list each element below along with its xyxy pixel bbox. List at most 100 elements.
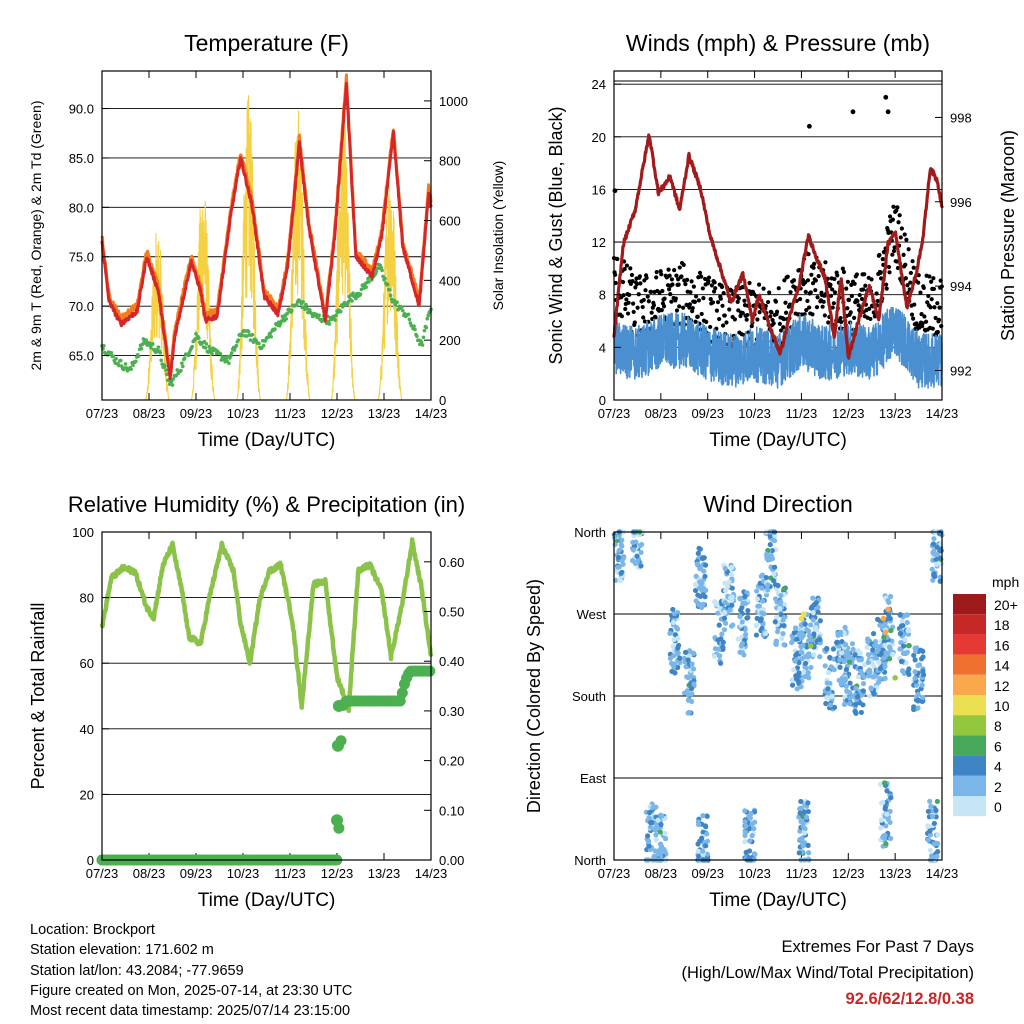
direction-point (781, 614, 787, 620)
direction-point (700, 813, 706, 819)
legend-label: 14 (994, 658, 1010, 674)
y-right-tick-label: 0.40 (439, 654, 464, 669)
direction-point (699, 580, 705, 586)
direction-point (853, 685, 859, 692)
direction-point (691, 681, 697, 687)
y-tick-label: 40 (80, 722, 94, 737)
gust-point (830, 287, 835, 292)
gust-point (878, 270, 883, 275)
gust-point (908, 270, 913, 276)
direction-point (726, 579, 732, 585)
direction-point (749, 833, 755, 839)
direction-point (790, 667, 797, 673)
direction-point (798, 622, 805, 628)
gust-point (857, 292, 862, 298)
gust-point (627, 292, 632, 297)
direction-point (902, 637, 908, 643)
gust-peak-point (883, 94, 889, 100)
gust-point (654, 270, 659, 275)
gust-point (629, 272, 635, 278)
x-tick-label: 12/23 (321, 406, 354, 421)
gust-point (661, 304, 667, 309)
direction-point (648, 820, 654, 826)
direction-point (792, 658, 798, 664)
x-tick-label: 13/23 (879, 406, 912, 421)
dewpoint-point (388, 293, 393, 298)
x-tick-label: 12/23 (832, 406, 865, 421)
gust-point (922, 314, 927, 319)
x-tick-label: 09/23 (691, 866, 724, 881)
gust-point (886, 264, 892, 270)
direction-point (931, 536, 937, 542)
dewpoint-point (307, 308, 312, 312)
direction-point (774, 614, 780, 621)
direction-point (718, 660, 724, 666)
dewpoint-point (359, 287, 364, 292)
x-tick-label: 09/23 (691, 406, 724, 421)
direction-point (741, 652, 747, 658)
gust-point (830, 305, 835, 310)
direction-point (865, 668, 871, 675)
gust-point (868, 316, 873, 322)
direction-point (859, 671, 865, 677)
gust-point (706, 275, 712, 280)
gust-point (615, 256, 620, 262)
direction-point (775, 629, 781, 635)
dewpoint-point (358, 292, 363, 296)
direction-point (798, 649, 804, 655)
direction-point (694, 561, 700, 567)
direction-point (669, 668, 675, 675)
direction-point (715, 610, 721, 616)
gust-point (757, 310, 762, 315)
dewpoint-point (164, 368, 168, 372)
gust-point (755, 317, 760, 322)
gust-point (822, 313, 827, 318)
direction-point (844, 688, 850, 694)
direction-point (703, 562, 709, 568)
x-tick-label: 08/23 (645, 866, 678, 881)
gust-point (863, 283, 868, 288)
gust-point (877, 252, 882, 258)
direction-point (685, 697, 692, 703)
direction-point (854, 694, 861, 700)
station-elevation: Station elevation: 171.602 m (30, 942, 214, 959)
dewpoint-point (251, 340, 256, 344)
dewpoint-point (119, 358, 123, 363)
gust-point (874, 291, 879, 296)
x-tick-label: 11/23 (786, 866, 818, 881)
gust-point (845, 306, 850, 311)
extremes-box: Extremes For Past 7 Days (High/Low/Max W… (681, 934, 974, 1012)
direction-point (841, 701, 848, 708)
direction-point (800, 642, 806, 648)
direction-point (801, 669, 807, 675)
gust-point (683, 282, 688, 287)
y-right-tick-label: 992 (950, 363, 972, 378)
direction-point (701, 586, 707, 592)
legend-label: 16 (994, 637, 1010, 653)
direction-point (745, 608, 751, 614)
gust-point (823, 260, 828, 265)
direction-point (702, 573, 708, 579)
direction-point (904, 612, 910, 618)
gust-point (774, 309, 780, 314)
direction-point (671, 636, 677, 643)
direction-point (897, 630, 904, 637)
legend-label: 12 (994, 678, 1010, 694)
direction-point (801, 809, 808, 815)
gust-point (855, 298, 860, 304)
dewpoint-point (269, 334, 274, 339)
direction-point (867, 693, 873, 699)
gust-point (846, 297, 852, 302)
direction-point (837, 630, 844, 636)
dewpoint-point (422, 328, 427, 333)
precip-point (331, 739, 344, 752)
gust-point (828, 293, 834, 298)
direction-point (796, 660, 802, 666)
direction-point (646, 809, 653, 816)
dewpoint-point (140, 342, 145, 346)
direction-point (720, 644, 726, 650)
gust-point (720, 303, 725, 308)
direction-point (920, 672, 927, 678)
dewpoint-point (383, 276, 387, 281)
direction-point (837, 664, 843, 670)
